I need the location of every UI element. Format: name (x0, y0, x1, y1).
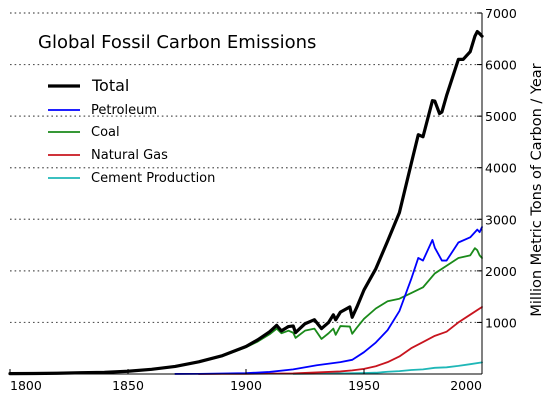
y-tick-label-5000: 5000 (485, 109, 517, 124)
legend-label-cement-production: Cement Production (91, 171, 215, 186)
series-line-cement-production (292, 361, 483, 375)
legend-label-total: Total (91, 76, 129, 95)
y-tick-label-2000: 2000 (485, 264, 517, 279)
x-axis-ticks: 1800 1850 1900 1950 2000 (9, 369, 483, 393)
legend-label-coal: Coal (91, 125, 120, 140)
x-tick-label-1800: 1800 (10, 378, 42, 393)
x-tick-label-1850: 1850 (112, 378, 144, 393)
y-tick-label-1000: 1000 (485, 315, 517, 330)
series-line-coal (9, 247, 483, 375)
y-tick-label-7000: 7000 (485, 6, 517, 21)
y-axis-label: Million Metric Tons of Carbon / Year (529, 63, 545, 316)
series-line-total (8, 29, 484, 376)
gridlines (10, 12, 482, 324)
series-line-petroleum (174, 226, 483, 375)
y-tick-label-3000: 3000 (485, 212, 517, 227)
legend: Total Petroleum Coal Natural Gas Cement Prod… (48, 76, 215, 186)
axes (10, 13, 483, 375)
legend-label-natural-gas: Natural Gas (91, 148, 168, 163)
legend-label-petroleum: Petroleum (91, 103, 157, 118)
series-lines (8, 29, 484, 376)
x-tick-label-1900: 1900 (230, 378, 262, 393)
x-tick-label-1950: 1950 (348, 378, 380, 393)
x-tick-label-2000: 2000 (450, 378, 482, 393)
chart-title: Global Fossil Carbon Emissions (38, 32, 316, 53)
y-tick-label-6000: 6000 (485, 58, 517, 73)
series-line-natural-gas (197, 306, 483, 375)
y-axis-ticks: 1000 2000 3000 4000 5000 6000 7000 (477, 6, 517, 330)
y-tick-label-4000: 4000 (485, 161, 517, 176)
